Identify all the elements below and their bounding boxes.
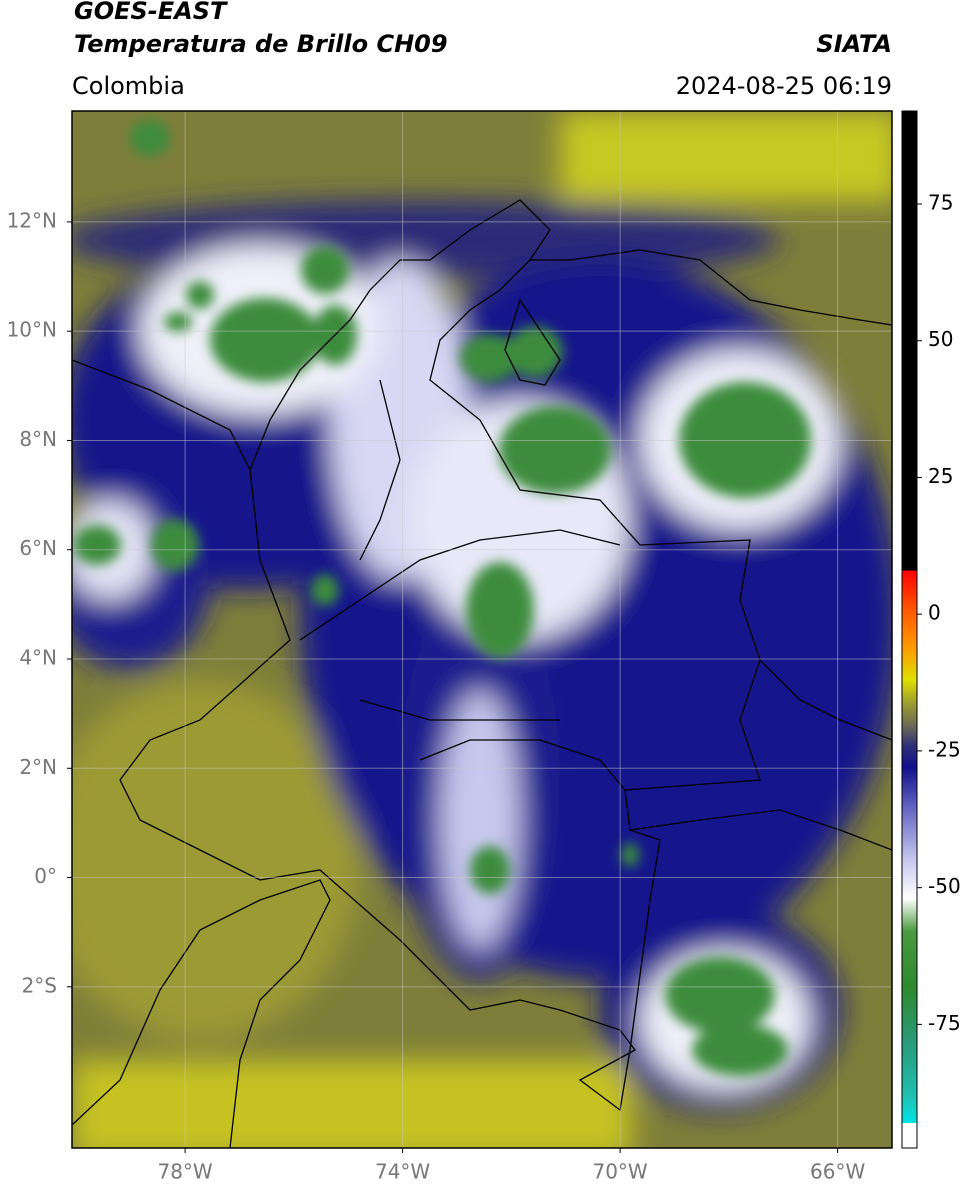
colorbar-tick-label: 75 [928, 190, 953, 214]
title: GOES-EAST [74, 0, 228, 25]
colorbar-tick-label: 50 [928, 327, 953, 351]
y-tick-label: 6°N [19, 536, 57, 560]
colorbar-tick-label: 25 [928, 464, 953, 488]
subtitle: Temperatura de Brillo CH09 [74, 30, 448, 58]
y-tick-label: 8°N [19, 427, 57, 451]
colorbar-tick-label: -75 [928, 1011, 961, 1035]
colorbar-tick-label: 0 [928, 601, 941, 625]
x-tick-label: 66°W [810, 1160, 865, 1184]
y-tick-label: 12°N [7, 208, 57, 232]
satellite-image [72, 111, 892, 1148]
x-tick-label: 70°W [592, 1160, 647, 1184]
y-tick-label: 4°N [19, 646, 57, 670]
y-tick-label: 2°N [19, 755, 57, 779]
datetime: 2024-08-25 06:19 [676, 72, 892, 100]
x-tick-label: 74°W [375, 1160, 430, 1184]
colorbar [901, 110, 918, 1149]
colorbar-tick-label: -50 [928, 874, 961, 898]
y-tick-label: 2°S [22, 973, 57, 997]
x-tick-label: 78°W [157, 1160, 212, 1184]
map-frame [71, 110, 893, 1149]
y-tick-label: 10°N [7, 318, 57, 342]
source: SIATA [816, 30, 892, 58]
region: Colombia [72, 72, 185, 100]
y-tick-label: 0° [34, 864, 57, 888]
colorbar-tick-label: -25 [928, 737, 961, 761]
